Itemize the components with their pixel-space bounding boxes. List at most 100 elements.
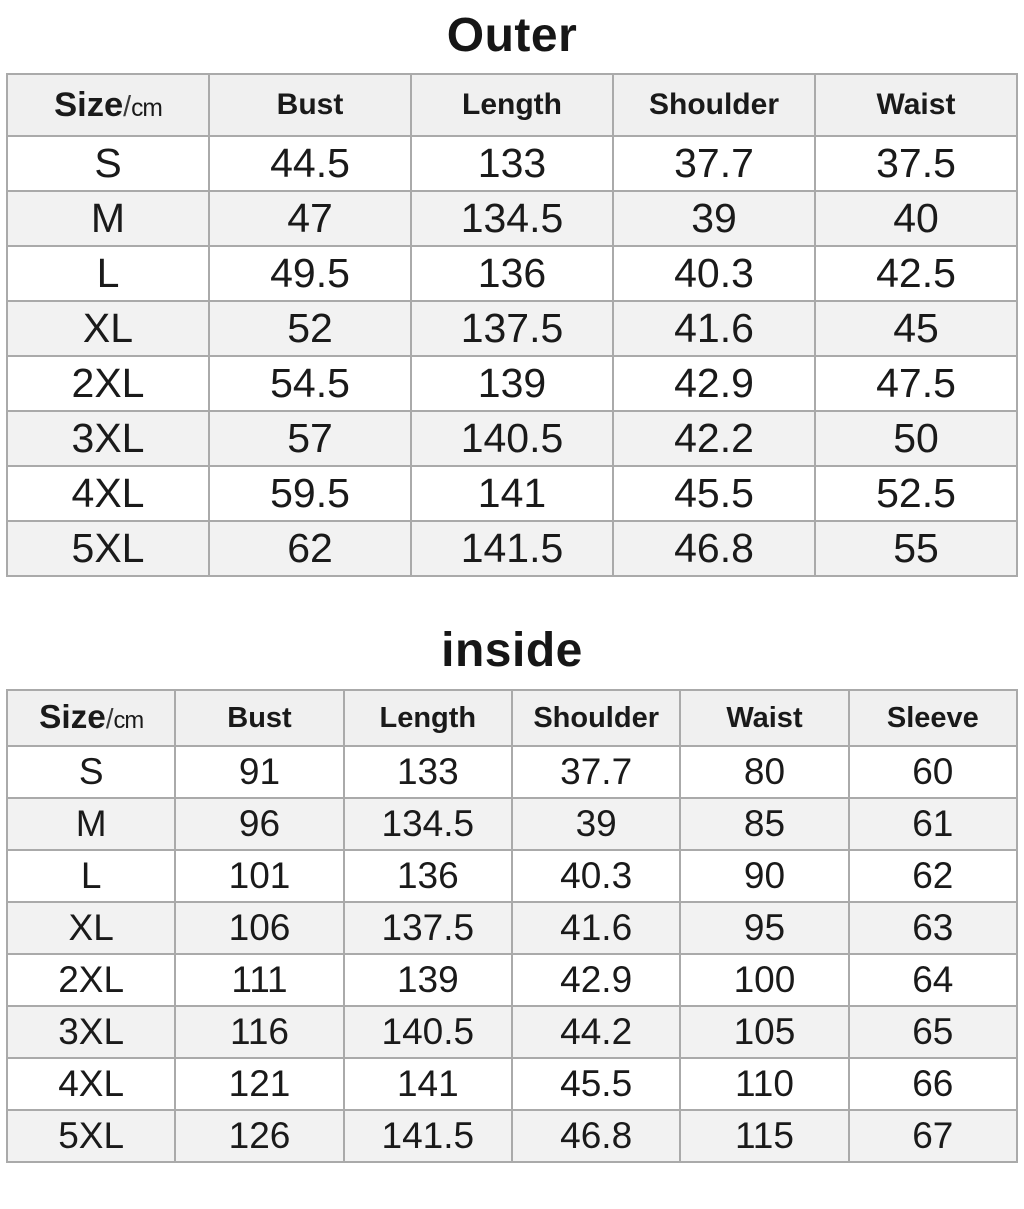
value-cell: 42.9 [510, 953, 682, 1007]
column-header: Sleeve [847, 689, 1019, 747]
value-cell: 136 [342, 849, 513, 903]
size-cell: 2XL [5, 953, 177, 1007]
value-cell: 66 [847, 1057, 1019, 1111]
inside-size-table: Size/cm Bust Length Shoulder Waist Sleeve S 91 1… [5, 689, 1019, 1163]
value-cell: 47 [208, 190, 412, 247]
value-cell: 39 [612, 190, 816, 247]
value-cell: 141 [342, 1057, 513, 1111]
value-cell: 44.5 [208, 135, 412, 192]
column-header: Shoulder [510, 689, 682, 747]
value-cell: 40.3 [510, 849, 682, 903]
size-cell: M [5, 797, 177, 851]
table-row: 3XL 116 140.5 44.2 105 65 [5, 1005, 1019, 1059]
value-cell: 115 [679, 1109, 850, 1163]
table-row: S 91 133 37.7 80 60 [5, 745, 1019, 799]
value-cell: 106 [174, 901, 345, 955]
value-cell: 45.5 [612, 465, 816, 522]
value-cell: 134.5 [410, 190, 614, 247]
value-cell: 55 [814, 520, 1018, 577]
value-cell: 141.5 [342, 1109, 513, 1163]
value-cell: 52 [208, 300, 412, 357]
table-row: 5XL 126 141.5 46.8 115 67 [5, 1109, 1019, 1163]
value-cell: 67 [847, 1109, 1019, 1163]
size-cell: 3XL [5, 1005, 177, 1059]
value-cell: 91 [174, 745, 345, 799]
value-cell: 121 [174, 1057, 345, 1111]
value-cell: 110 [679, 1057, 850, 1111]
header-row: Size/cm Bust Length Shoulder Waist [6, 73, 1018, 137]
size-cell: XL [6, 300, 210, 357]
size-cell: 5XL [5, 1109, 177, 1163]
value-cell: 134.5 [342, 797, 513, 851]
value-cell: 37.5 [814, 135, 1018, 192]
value-cell: 60 [847, 745, 1019, 799]
size-cell: 2XL [6, 355, 210, 412]
table-row: 2XL 111 139 42.9 100 64 [5, 953, 1019, 1007]
value-cell: 85 [679, 797, 850, 851]
value-cell: 139 [342, 953, 513, 1007]
size-cell: S [6, 135, 210, 192]
table-row: 4XL 59.5 141 45.5 52.5 [6, 465, 1018, 522]
outer-size-table: Size/cm Bust Length Shoulder Waist S 44.5 133 37… [6, 73, 1018, 577]
size-header-unit: cm [113, 707, 145, 734]
size-header-separator: / [105, 703, 114, 734]
value-cell: 52.5 [814, 465, 1018, 522]
value-cell: 63 [847, 901, 1019, 955]
table-row: XL 106 137.5 41.6 95 63 [5, 901, 1019, 955]
value-cell: 54.5 [208, 355, 412, 412]
column-header: Bust [208, 73, 412, 137]
table-row: 5XL 62 141.5 46.8 55 [6, 520, 1018, 577]
size-cell: 3XL [6, 410, 210, 467]
size-column-header: Size/cm [5, 689, 177, 747]
value-cell: 96 [174, 797, 345, 851]
value-cell: 136 [410, 245, 614, 302]
value-cell: 59.5 [208, 465, 412, 522]
inside-table-title: inside [441, 624, 583, 677]
value-cell: 40.3 [612, 245, 816, 302]
value-cell: 50 [814, 410, 1018, 467]
value-cell: 46.8 [612, 520, 816, 577]
value-cell: 46.8 [510, 1109, 682, 1163]
value-cell: 57 [208, 410, 412, 467]
header-row: Size/cm Bust Length Shoulder Waist Sleeve [5, 689, 1019, 747]
column-header: Waist [814, 73, 1018, 137]
value-cell: 42.5 [814, 245, 1018, 302]
size-cell: 5XL [6, 520, 210, 577]
size-cell: L [6, 245, 210, 302]
value-cell: 62 [208, 520, 412, 577]
value-cell: 137.5 [342, 901, 513, 955]
value-cell: 49.5 [208, 245, 412, 302]
value-cell: 37.7 [612, 135, 816, 192]
value-cell: 41.6 [612, 300, 816, 357]
value-cell: 42.9 [612, 355, 816, 412]
size-header-separator: / [123, 90, 132, 123]
table-row: S 44.5 133 37.7 37.5 [6, 135, 1018, 192]
value-cell: 80 [679, 745, 850, 799]
value-cell: 137.5 [410, 300, 614, 357]
value-cell: 42.2 [612, 410, 816, 467]
column-header: Shoulder [612, 73, 816, 137]
column-header: Length [342, 689, 513, 747]
value-cell: 140.5 [342, 1005, 513, 1059]
size-cell: XL [5, 901, 177, 955]
value-cell: 133 [410, 135, 614, 192]
value-cell: 39 [510, 797, 682, 851]
outer-table-title: Outer [446, 9, 578, 62]
value-cell: 141.5 [410, 520, 614, 577]
size-column-header: Size/cm [6, 73, 210, 137]
table-row: 2XL 54.5 139 42.9 47.5 [6, 355, 1018, 412]
size-header-unit: cm [131, 94, 163, 122]
size-cell: L [5, 849, 177, 903]
value-cell: 37.7 [510, 745, 682, 799]
value-cell: 47.5 [814, 355, 1018, 412]
value-cell: 133 [342, 745, 513, 799]
value-cell: 139 [410, 355, 614, 412]
value-cell: 64 [847, 953, 1019, 1007]
column-header: Waist [679, 689, 850, 747]
table-row: 4XL 121 141 45.5 110 66 [5, 1057, 1019, 1111]
value-cell: 95 [679, 901, 850, 955]
value-cell: 116 [174, 1005, 345, 1059]
value-cell: 90 [679, 849, 850, 903]
size-header-label: Size [54, 85, 124, 124]
value-cell: 40 [814, 190, 1018, 247]
